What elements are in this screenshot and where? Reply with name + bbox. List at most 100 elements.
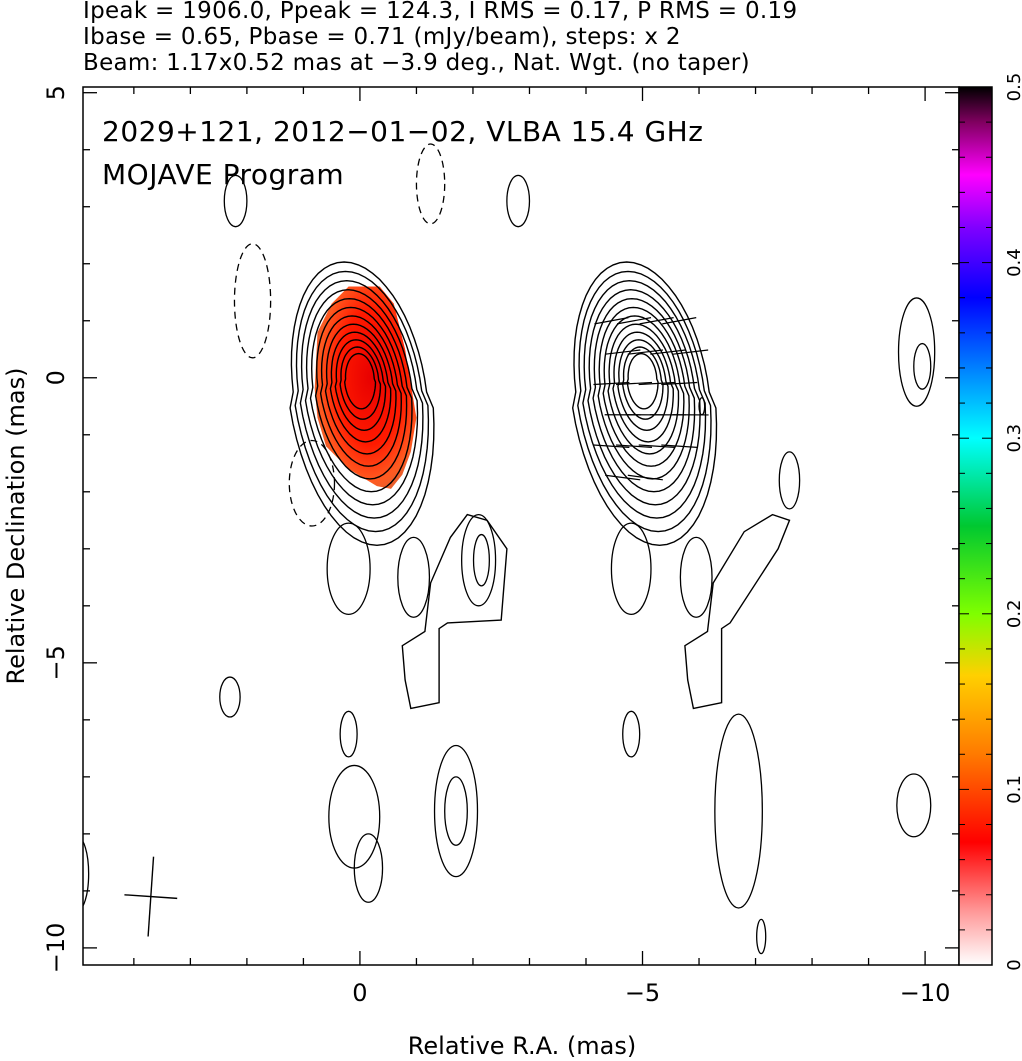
noise-contour [756, 918, 767, 955]
negative-contour [233, 243, 272, 359]
noise-contour [896, 773, 932, 838]
contour-level [319, 315, 403, 467]
contour-level [571, 261, 718, 547]
contour-level [602, 315, 685, 467]
contour-level [304, 288, 419, 506]
contour-level [582, 279, 707, 519]
colorbar-tick-label: 0 [1004, 959, 1022, 970]
beam-minor-axis [124, 894, 178, 900]
evpa-tick [638, 444, 675, 448]
y-tick-label: −10 [42, 923, 70, 974]
evpa-tick [662, 317, 697, 325]
colorbar-tick-label: 0.5 [1004, 73, 1022, 102]
noise-contour [913, 342, 932, 390]
contour-level [587, 288, 701, 506]
noise-contour [328, 764, 381, 869]
contour-level [314, 306, 408, 480]
contour-level [289, 261, 435, 547]
negative-contour [415, 143, 446, 225]
noise-contour [506, 174, 531, 228]
noise-contour [353, 833, 384, 903]
jet-component-contours [401, 513, 791, 710]
axes: 0 −5 −10 5 0 −5 −10 [42, 85, 959, 1007]
evpa-tick [593, 381, 630, 386]
noise-contour [326, 522, 371, 616]
noise-contour [778, 451, 801, 510]
evpa-tick [593, 444, 630, 448]
evpa-tick [616, 381, 653, 386]
contour-level [626, 352, 659, 410]
noise-contour [622, 710, 641, 758]
right-core-contours [571, 261, 718, 547]
evpa-tick [605, 349, 641, 355]
plot-frame [82, 86, 960, 966]
noise-contour [397, 536, 431, 618]
evpa-tick [650, 349, 686, 355]
noise-contour [433, 744, 479, 878]
evpa-tick [594, 317, 629, 325]
evpa-tick [627, 474, 663, 481]
left-core-contours [289, 261, 435, 547]
contour-level [294, 270, 430, 533]
evpa-tick [661, 381, 698, 386]
noise-contour [610, 522, 652, 616]
polarization-color-patch [314, 286, 417, 489]
source-title: 2029+121, 2012−01−02, VLBA 15.4 GHz [102, 115, 703, 148]
evpa-tick [616, 444, 653, 448]
colorbar-tick-label: 0.4 [1004, 248, 1022, 277]
contour-level [617, 339, 669, 432]
noise-contour [679, 536, 713, 618]
beam-cross [124, 856, 178, 937]
y-tick-label: 5 [42, 85, 70, 100]
noise-contour [219, 676, 241, 718]
contour-level [343, 352, 377, 410]
x-tick-label: −10 [900, 979, 951, 1007]
noise-contour [698, 397, 706, 416]
jet-inner-contour [461, 513, 497, 607]
x-tick-label: 0 [352, 979, 367, 1007]
negative-contour [288, 439, 336, 527]
jet-contour-left [401, 513, 508, 710]
contour-level [329, 331, 392, 443]
polarization-fill [314, 286, 417, 489]
evpa-tick [661, 444, 698, 448]
contour-level [577, 270, 712, 533]
x-axis-label: Relative R.A. (mas) [408, 1032, 636, 1060]
noise-contours [83, 143, 936, 955]
evpa-tick [672, 349, 709, 355]
header-line-3: Beam: 1.17x0.52 mas at −3.9 deg., Nat. W… [83, 50, 750, 76]
contour-level [309, 297, 413, 493]
evpa-tick [639, 317, 674, 325]
colorbar-tick-label: 0.2 [1004, 599, 1022, 628]
contour-level [339, 346, 382, 420]
header-line-1: Ipeak = 1906.0, Ppeak = 124.3, I RMS = 0… [83, 0, 798, 24]
header-line-2: Ibase = 0.65, Pbase = 0.71 (mJy/beam), s… [83, 24, 681, 50]
contour-level [597, 306, 690, 480]
noise-contour [223, 174, 248, 228]
colorbar-tick-label: 0.1 [1004, 775, 1022, 804]
plot-content [83, 143, 936, 955]
y-axis-label: Relative Declination (mas) [2, 367, 30, 684]
evpa-tick [616, 317, 652, 325]
noise-contour [897, 297, 936, 407]
noise-contour [339, 710, 358, 758]
contour-level [334, 339, 387, 432]
colorbar-tick-label: 0.3 [1004, 424, 1022, 453]
noise-contour [444, 776, 468, 846]
noise-contour [83, 840, 90, 908]
evpa-tick [638, 381, 675, 386]
contour-level [612, 331, 675, 443]
x-tick-label: −5 [625, 979, 660, 1007]
jet-contour-right [684, 513, 791, 710]
contour-level [299, 279, 424, 519]
program-name: MOJAVE Program [102, 158, 344, 191]
y-tick-label: 0 [42, 370, 70, 385]
evpa-tick [627, 349, 664, 355]
jet-inner-contour [472, 533, 491, 587]
y-tick-label: −5 [42, 645, 70, 680]
colorbar: 0 0.1 0.2 0.3 0.4 0.5 [958, 73, 1022, 971]
evpa-tick [605, 474, 641, 481]
contour-level [324, 323, 397, 455]
noise-contour [714, 713, 763, 909]
